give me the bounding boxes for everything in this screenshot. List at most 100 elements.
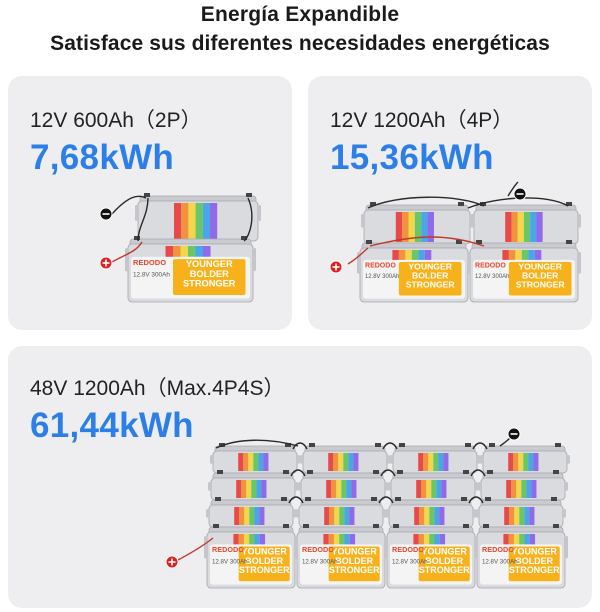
- battery-terminal: [489, 443, 495, 447]
- slogan-block: [508, 262, 572, 296]
- rainbow-stripe: [509, 507, 515, 525]
- rainbow-stripe: [518, 453, 524, 471]
- battery-ear: [480, 455, 484, 464]
- rainbow-stripe: [339, 507, 345, 525]
- cable: [111, 241, 143, 263]
- cable: [292, 442, 308, 450]
- battery-slogan-text: BOLDER: [245, 556, 283, 566]
- rainbow-stripe: [174, 203, 182, 239]
- cable: [369, 236, 485, 247]
- battery-ear: [390, 455, 394, 464]
- rainbow-stripe: [336, 480, 342, 498]
- battery-ear: [388, 482, 392, 491]
- slogan-block: [173, 259, 246, 296]
- battery-ear: [476, 509, 480, 518]
- rainbow-stripe: [524, 507, 530, 525]
- config-panel-4p4s: 48V 1200Ah（Max.4P4S） 61,44kWh YOUNGER BOL…: [8, 346, 592, 608]
- rainbow-stripe: [263, 453, 269, 471]
- cable: [380, 469, 396, 477]
- rainbow-stripe: [414, 507, 420, 525]
- rainbow-stripe: [508, 453, 514, 471]
- battery-ear: [577, 214, 581, 228]
- rainbow-stripe: [436, 480, 442, 498]
- cable: [472, 442, 488, 450]
- rainbow-stripe: [256, 480, 262, 498]
- battery: [206, 497, 296, 528]
- battery-terminal: [395, 497, 401, 501]
- battery-brand-text: REDODO: [133, 258, 166, 267]
- battery-terminal: [144, 193, 150, 197]
- rainbow-stripe: [429, 507, 435, 525]
- battery-ear: [472, 509, 476, 518]
- battery-ear: [292, 509, 296, 518]
- slogan-block: [508, 546, 560, 582]
- terminal-sign-bar: [335, 263, 337, 271]
- cable: [470, 469, 486, 477]
- battery-ear: [564, 482, 568, 491]
- battery-ear: [296, 455, 300, 464]
- panel-energy-value: 61,44kWh: [30, 406, 194, 445]
- battery-terminal: [555, 443, 561, 447]
- battery-slogan-text: YOUNGER: [186, 259, 233, 269]
- battery-rating-text: 12.8V 300Ah: [482, 558, 518, 565]
- cable: [177, 537, 214, 561]
- battery-ear: [562, 509, 566, 518]
- rainbow-stripe: [426, 480, 432, 498]
- cable: [243, 197, 253, 242]
- battery-slogan-text: BOLDER: [425, 556, 463, 566]
- rainbow-stripe: [324, 507, 330, 525]
- rainbow-stripe: [517, 212, 524, 242]
- rainbow-stripe: [504, 507, 510, 525]
- rainbow-stripe: [523, 212, 531, 242]
- battery-terminal: [461, 497, 467, 501]
- battery-terminal: [485, 497, 491, 501]
- battery-terminal: [397, 470, 403, 474]
- battery: [386, 497, 476, 528]
- battery-terminal: [458, 202, 464, 206]
- battery-slogan-text: STRONGER: [183, 279, 236, 289]
- rainbow-stripe: [395, 212, 403, 242]
- rainbow-stripe: [434, 507, 440, 525]
- rainbow-stripe: [514, 507, 520, 525]
- panel-config-label: 12V 1200Ah（4P）: [330, 109, 514, 132]
- battery-slogan-text: STRONGER: [406, 280, 456, 290]
- battery-ear: [206, 509, 210, 518]
- rainbow-stripe: [528, 453, 534, 471]
- rainbow-stripe: [239, 507, 245, 525]
- battery-terminal: [373, 524, 379, 528]
- cable: [290, 469, 306, 477]
- rainbow-stripe: [443, 453, 449, 471]
- battery-ear: [361, 214, 365, 228]
- battery-rating-text: 12.8V 300Ah: [302, 558, 338, 565]
- battery-brand-text: REDODO: [302, 545, 334, 554]
- terminal-sign-bar: [102, 213, 110, 215]
- cable: [215, 439, 299, 449]
- battery: [300, 443, 390, 474]
- battery-ear: [294, 536, 298, 559]
- battery-terminal: [463, 524, 469, 528]
- battery-terminal: [370, 202, 376, 206]
- battery-slogan-text: STRONGER: [239, 565, 290, 575]
- rainbow-stripe: [181, 203, 189, 239]
- battery-terminal: [551, 497, 557, 501]
- rainbow-stripe: [530, 212, 537, 242]
- battery-slogan-text: BOLDER: [515, 556, 553, 566]
- battery-ear: [384, 536, 388, 559]
- page-subtitle: Satisface sus diferentes necesidades ene…: [50, 32, 550, 55]
- rainbow-stripe: [427, 212, 434, 242]
- config-panel-4p: 12V 1200Ah（4P） 15,36kWh YOUNGER BOLDER STR…: [308, 76, 592, 330]
- battery: [361, 202, 473, 245]
- battery-ear: [476, 455, 480, 464]
- battery-slogan-text: YOUNGER: [408, 262, 452, 272]
- battery-ear: [298, 482, 302, 491]
- battery-ear: [135, 205, 139, 221]
- rainbow-stripe: [351, 480, 357, 498]
- cable: [111, 195, 147, 215]
- battery: [390, 443, 480, 474]
- rainbow-stripe: [505, 212, 512, 242]
- battery-slogan-text: STRONGER: [509, 565, 560, 575]
- battery-terminal: [217, 470, 223, 474]
- battery-terminal: [134, 236, 140, 240]
- rainbow-stripe: [258, 453, 264, 471]
